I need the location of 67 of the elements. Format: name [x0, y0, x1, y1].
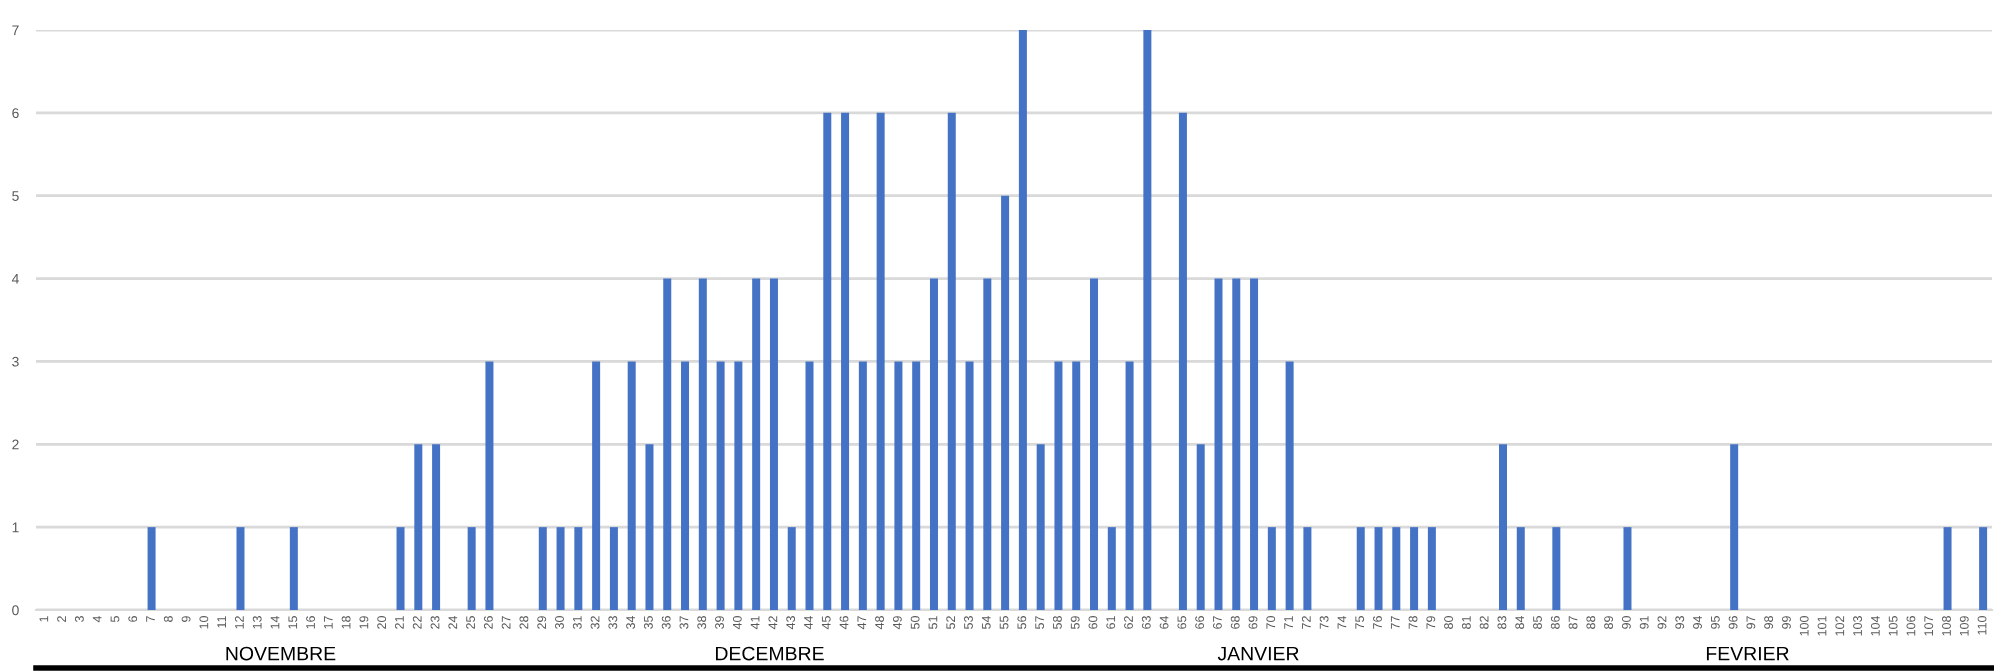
- bar: [538, 527, 547, 610]
- bar: [1054, 361, 1063, 610]
- bar: [1232, 278, 1241, 610]
- bar: [716, 361, 725, 610]
- bar: [858, 361, 867, 610]
- bar: [1018, 30, 1027, 610]
- bar: [1125, 361, 1134, 610]
- bar: [592, 361, 601, 610]
- bar: [396, 527, 405, 610]
- bar: [1427, 527, 1436, 610]
- bar: [236, 527, 245, 610]
- bar: [432, 444, 441, 610]
- bar: [752, 278, 761, 610]
- bar: [1730, 444, 1739, 610]
- bar: [1499, 444, 1507, 610]
- text: DECEMBRE: [715, 646, 824, 661]
- bar: [627, 361, 636, 610]
- bar: [1356, 527, 1365, 610]
- bar: [823, 112, 832, 610]
- bar: [769, 278, 778, 610]
- bar: [1090, 278, 1099, 610]
- bar: [947, 112, 956, 610]
- bar: [1267, 527, 1276, 610]
- bar: [1410, 527, 1419, 610]
- bar: [1623, 527, 1632, 610]
- bar: [876, 112, 885, 610]
- bar: [1036, 444, 1045, 610]
- bar: [1072, 361, 1081, 610]
- bar: [841, 112, 850, 610]
- bar: [1001, 195, 1010, 610]
- text: FEVRIER: [1706, 646, 1789, 661]
- bar: [965, 361, 974, 610]
- bar: [787, 527, 796, 610]
- bar: [467, 527, 476, 610]
- bar: [1214, 278, 1223, 610]
- bar: [983, 278, 992, 610]
- bar: [485, 361, 494, 610]
- bar: [663, 278, 672, 610]
- bar: [1303, 527, 1312, 610]
- bar: [698, 278, 707, 610]
- bar: [147, 527, 156, 610]
- bar: [1196, 444, 1205, 610]
- bar: [1979, 527, 1988, 610]
- bar: [574, 527, 583, 610]
- bar: [414, 444, 423, 610]
- bar: [1250, 278, 1259, 610]
- text: NOVEMBRE: [226, 646, 336, 661]
- bar: [645, 444, 654, 610]
- bar: [609, 527, 618, 610]
- bar: [681, 361, 690, 610]
- bar: [1285, 361, 1294, 610]
- bar: [1552, 527, 1561, 610]
- bar: [734, 361, 743, 610]
- bar: [289, 527, 298, 610]
- bar: [1143, 30, 1152, 610]
- bar: [805, 361, 814, 610]
- bar: [929, 278, 938, 610]
- bar: [1107, 527, 1116, 610]
- bar: [894, 361, 903, 610]
- bar: [1392, 527, 1401, 610]
- bar: [1943, 527, 1952, 610]
- bar: [1374, 527, 1383, 610]
- bar: [1516, 527, 1525, 610]
- bar: [1178, 112, 1187, 610]
- bar: [556, 527, 565, 610]
- text: JANVIER: [1217, 646, 1299, 661]
- bar: [912, 361, 921, 610]
